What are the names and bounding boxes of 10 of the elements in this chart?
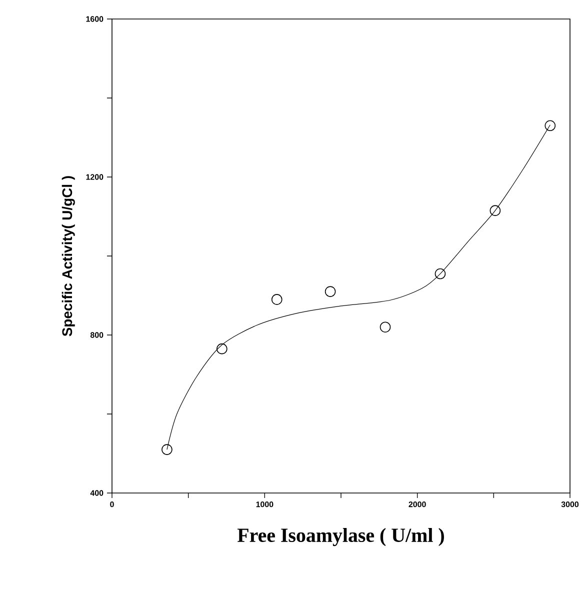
point [324, 286, 336, 297]
point [162, 444, 172, 455]
y-axis-title: Specific Activity( U/gCl ) [62, 176, 75, 336]
point [271, 294, 282, 305]
point [544, 120, 556, 132]
point [434, 268, 446, 280]
point [380, 322, 391, 332]
point [216, 343, 228, 354]
point [490, 205, 501, 216]
x-axis-title: Free Isoamylase ( U/ml ) [238, 528, 444, 546]
